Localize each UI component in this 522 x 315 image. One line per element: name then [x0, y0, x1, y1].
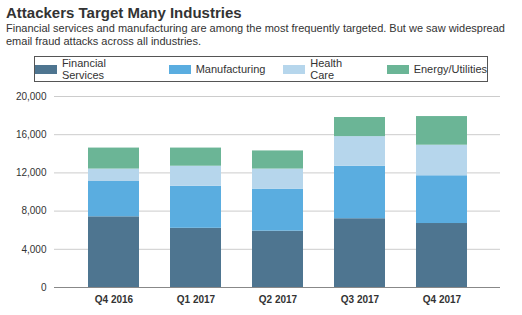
svg-text:12,000: 12,000 — [16, 167, 47, 178]
svg-text:Q2 2017: Q2 2017 — [259, 294, 298, 305]
html-text:Financial Services: Financial Services — [61, 57, 106, 81]
svg-text:Q3 2017: Q3 2017 — [341, 294, 380, 305]
html-text:Energy/Utilities: Energy/Utilities — [413, 63, 487, 75]
svg-text:16,000: 16,000 — [16, 129, 47, 140]
svg-text:Q1 2017: Q1 2017 — [177, 294, 216, 305]
html-text:Attackers Target Many Industri: Attackers Target Many Industries — [6, 4, 242, 21]
svg-text:4,000: 4,000 — [21, 244, 46, 255]
svg-text:Q4 2017: Q4 2017 — [423, 294, 462, 305]
svg-text:Q4 2016: Q4 2016 — [95, 294, 134, 305]
svg-text:8,000: 8,000 — [21, 205, 46, 216]
svg-text:0: 0 — [41, 282, 47, 293]
html-text:Manufacturing: Manufacturing — [195, 63, 266, 75]
html-text:Health Care: Health Care — [310, 57, 342, 81]
svg-text:20,000: 20,000 — [16, 91, 47, 102]
html-text:Financial services and manufac: Financial services and manufacturing are… — [6, 22, 505, 47]
